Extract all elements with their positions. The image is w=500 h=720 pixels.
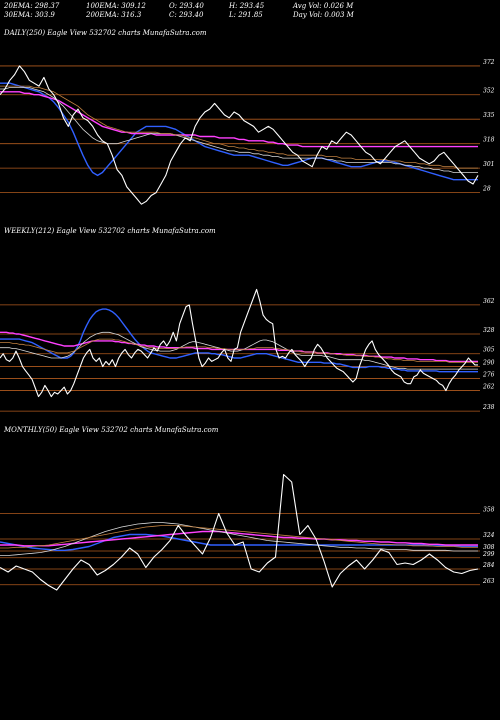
series-line-0 xyxy=(0,473,479,591)
weekly-chart-title: WEEKLY(212) Eagle View 532702 charts Mun… xyxy=(4,227,216,235)
close-stat: C: 293.40 xyxy=(169,11,204,19)
series-line-3 xyxy=(0,87,478,173)
high-stat: H: 293.45 xyxy=(229,2,265,10)
series-line-0 xyxy=(0,288,478,398)
low-stat: L: 291.85 xyxy=(229,11,263,19)
ema100-stat: 100EMA: 309.12 xyxy=(86,2,146,10)
daily-chart: 372 352 335 318 301 28 xyxy=(0,59,495,205)
series-line-0 xyxy=(0,65,479,205)
header-row-1: 20EMA: 298.37 100EMA: 309.12 O: 293.40 H… xyxy=(4,2,496,11)
level-label-238: 238 xyxy=(482,404,495,411)
level-label-276: 276 xyxy=(482,372,495,379)
series-line-2 xyxy=(0,530,478,547)
level-label-372: 372 xyxy=(483,59,495,66)
series-line-4 xyxy=(0,85,478,169)
monthly-chart-title: MONTHLY(50) Eagle View 532702 charts Mun… xyxy=(4,426,219,434)
series-line-1 xyxy=(0,308,478,373)
open-stat: O: 293.40 xyxy=(169,2,204,10)
series-line-4 xyxy=(0,525,478,549)
series-line-3 xyxy=(0,331,478,370)
level-label-308: 308 xyxy=(483,544,495,551)
level-label-301: 301 xyxy=(483,161,494,168)
ema20-stat: 20EMA: 298.37 xyxy=(4,2,60,10)
header-row-2: 30EMA: 303.9 200EMA: 316.3 C: 293.40 L: … xyxy=(4,11,496,20)
series-line-2 xyxy=(0,331,478,363)
level-label-358: 358 xyxy=(483,507,495,514)
ema30-stat: 30EMA: 303.9 xyxy=(4,11,55,19)
level-label-352: 352 xyxy=(483,88,495,95)
level-label-299: 299 xyxy=(482,551,495,558)
level-label-335: 335 xyxy=(483,112,495,119)
level-label-262: 262 xyxy=(482,384,495,391)
level-label-284: 284 xyxy=(482,562,495,569)
day-vol-stat: Day Vol: 0.003 M xyxy=(293,11,354,19)
series-line-4 xyxy=(0,338,478,363)
header-stats: 20EMA: 298.37 100EMA: 309.12 O: 293.40 H… xyxy=(4,2,496,20)
weekly-chart: 362 328 305 290 276 262 238 xyxy=(0,288,495,412)
level-label-28: 28 xyxy=(482,186,491,193)
level-label-362: 362 xyxy=(483,298,495,305)
level-label-263: 263 xyxy=(482,578,495,585)
series-line-1 xyxy=(0,82,478,181)
level-label-328: 328 xyxy=(483,327,495,334)
level-label-305: 305 xyxy=(483,347,495,354)
level-label-290: 290 xyxy=(482,360,495,367)
daily-chart-title: DAILY(250) Eagle View 532702 charts Muna… xyxy=(4,29,207,37)
avg-vol-stat: Avg Vol: 0.026 M xyxy=(293,2,354,10)
series-line-3 xyxy=(0,522,478,556)
level-label-324: 324 xyxy=(483,532,495,539)
ema200-stat: 200EMA: 316.3 xyxy=(86,11,142,19)
level-label-318: 318 xyxy=(483,137,495,144)
